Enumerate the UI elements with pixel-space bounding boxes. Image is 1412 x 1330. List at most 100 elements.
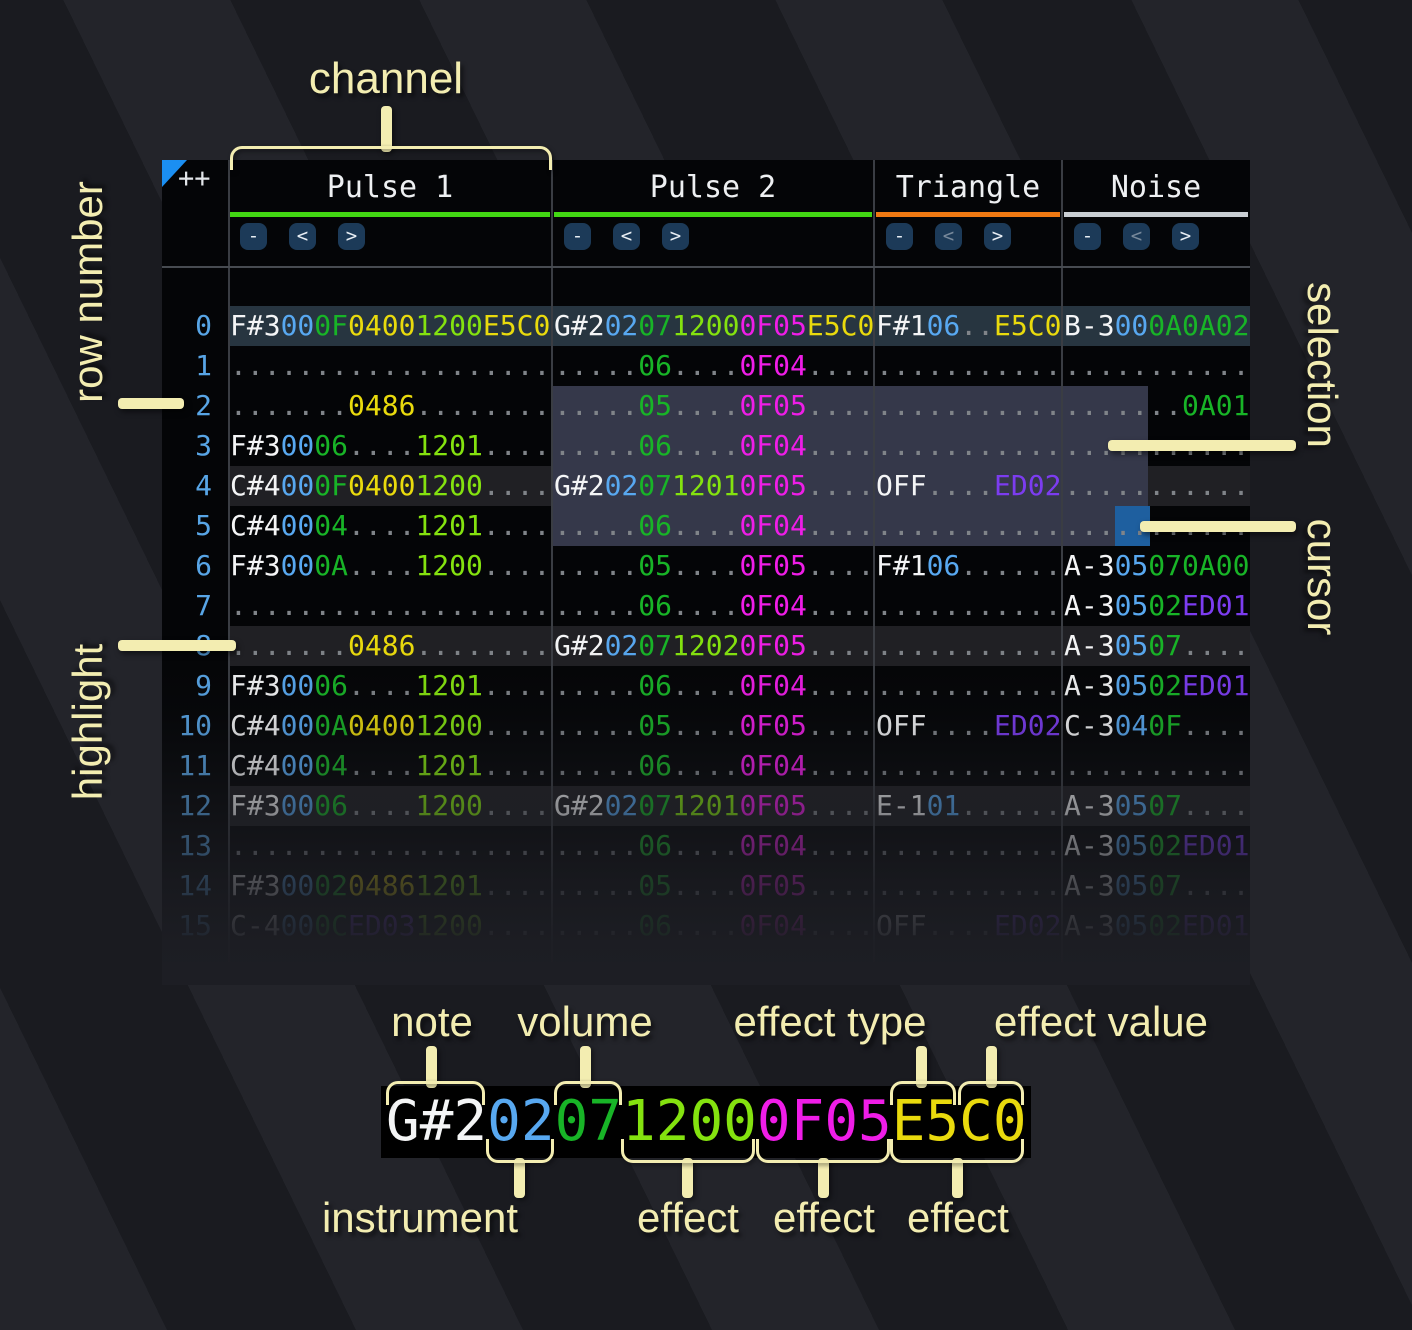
channel-header-noise[interactable]: Noise bbox=[1110, 170, 1202, 205]
row-number: 14 bbox=[178, 869, 212, 902]
pattern-cell-pulse2[interactable]: G#2020712020F05.... bbox=[554, 629, 875, 662]
channel-mute-button[interactable]: - bbox=[886, 223, 913, 250]
pattern-cell-noise[interactable]: A-30507.... bbox=[1064, 869, 1250, 902]
pattern-cell-pulse2[interactable]: .....06....0F04.... bbox=[554, 429, 875, 462]
tracker-panel: ++ Pulse 1- < > Pulse 2- < > Triangle - < > Noise -… bbox=[162, 160, 1250, 962]
pattern-cell-noise[interactable]: ........... bbox=[1064, 469, 1250, 502]
pattern-cell-pulse2[interactable]: G#2020712000F05E5C0 bbox=[554, 309, 875, 342]
pattern-cell-pulse1[interactable]: F#30006....1201.... bbox=[230, 429, 551, 462]
corner-marker-icon bbox=[162, 160, 187, 187]
effect-bracket bbox=[890, 1139, 1024, 1163]
effect-label: effect bbox=[773, 1194, 875, 1241]
pattern-cell-pulse2[interactable]: .....06....0F04.... bbox=[554, 669, 875, 702]
channel-header-pulse1[interactable]: Pulse 1 bbox=[326, 170, 454, 205]
pattern-cell-triangle[interactable]: ........... bbox=[876, 389, 1062, 422]
channel-expand-button[interactable]: > bbox=[984, 223, 1011, 250]
channel-expand-button[interactable]: > bbox=[662, 223, 689, 250]
channel-shrink-button[interactable]: < bbox=[289, 223, 316, 250]
pattern-cell-pulse2[interactable]: .....05....0F05.... bbox=[554, 389, 875, 422]
pattern-cell-pulse2[interactable]: .....05....0F05.... bbox=[554, 709, 875, 742]
pattern-cell-pulse2[interactable]: .....05....0F05.... bbox=[554, 869, 875, 902]
instrument-bracket bbox=[486, 1139, 554, 1163]
pattern-cell-pulse1[interactable]: F#30006....1201.... bbox=[230, 669, 551, 702]
pattern-cell-noise[interactable]: A-30502ED01 bbox=[1064, 909, 1250, 942]
pattern-cell-pulse2[interactable]: .....06....0F04.... bbox=[554, 829, 875, 862]
pattern-cell-noise[interactable]: A-305070A00 bbox=[1064, 549, 1250, 582]
pattern-cell-noise[interactable]: A-30507.... bbox=[1064, 629, 1250, 662]
pattern-cell-pulse1[interactable]: .......0486........ bbox=[230, 629, 551, 662]
row-number-callout-line bbox=[118, 398, 184, 409]
pattern-cell-triangle[interactable]: OFF....ED02 bbox=[876, 469, 1062, 502]
pattern-cell-pulse1[interactable]: C#40004....1201.... bbox=[230, 509, 551, 542]
channel-callout-label: channel bbox=[308, 54, 464, 103]
pattern-cell-noise[interactable]: .......0A01 bbox=[1064, 389, 1250, 422]
pattern-cell-pulse2[interactable]: .....06....0F04.... bbox=[554, 509, 875, 542]
pattern-cell-pulse1[interactable]: F#3000A....1200.... bbox=[230, 549, 551, 582]
note-bracket bbox=[386, 1081, 485, 1105]
channel-shrink-button[interactable]: < bbox=[613, 223, 640, 250]
pattern-cell-pulse2[interactable]: G#2020712010F05.... bbox=[554, 789, 875, 822]
pattern-cell-pulse1[interactable]: C#4000F04001200.... bbox=[230, 469, 551, 502]
pattern-cell-noise[interactable]: A-30502ED01 bbox=[1064, 829, 1250, 862]
channel-underline bbox=[230, 212, 550, 217]
pattern-cell-triangle[interactable]: E-101...... bbox=[876, 789, 1062, 822]
row-number: 2 bbox=[195, 389, 212, 422]
pattern-cell-noise[interactable]: ........... bbox=[1064, 749, 1250, 782]
channel-expand-button[interactable]: > bbox=[1172, 223, 1199, 250]
effect-stem bbox=[682, 1158, 693, 1198]
channel-expand-button[interactable]: > bbox=[338, 223, 365, 250]
pattern-cell-noise[interactable]: A-30507.... bbox=[1064, 789, 1250, 822]
effect-type-label: effect type bbox=[733, 998, 927, 1045]
channel-shrink-button[interactable]: < bbox=[935, 223, 962, 250]
add-rows-button[interactable]: ++ bbox=[178, 163, 211, 194]
channel-mute-button[interactable]: - bbox=[1074, 223, 1101, 250]
pattern-row: 5 C#40004....1201.... .....06....0F04.....… bbox=[162, 506, 1250, 546]
pattern-cell-pulse2[interactable]: .....06....0F04.... bbox=[554, 909, 875, 942]
pattern-cell-pulse1[interactable]: C#40004....1201.... bbox=[230, 749, 551, 782]
channel-mute-button[interactable]: - bbox=[564, 223, 591, 250]
pattern-cell-pulse1[interactable]: C-4000CED031200.... bbox=[230, 909, 551, 942]
pattern-cell-triangle[interactable]: ........... bbox=[876, 349, 1062, 382]
pattern-cell-pulse1[interactable]: F#3000F04001200E5C0 bbox=[230, 309, 551, 342]
pattern-cell-pulse1[interactable]: ................... bbox=[230, 829, 551, 862]
channel-header-pulse2[interactable]: Pulse 2 bbox=[649, 170, 777, 205]
pattern-cell-triangle[interactable]: OFF....ED02 bbox=[876, 709, 1062, 742]
pattern-cell-noise[interactable]: C-3040F.... bbox=[1064, 709, 1250, 742]
pattern-cell-triangle[interactable]: ........... bbox=[876, 509, 1062, 542]
pattern-cell-noise[interactable]: ........... bbox=[1064, 349, 1250, 382]
effect-stem bbox=[818, 1158, 829, 1198]
pattern-cell-noise[interactable]: A-30502ED01 bbox=[1064, 589, 1250, 622]
pattern-cell-triangle[interactable]: ........... bbox=[876, 749, 1062, 782]
pattern-cell-triangle[interactable]: ........... bbox=[876, 869, 1062, 902]
pattern-cell-pulse1[interactable]: F#30006....1200.... bbox=[230, 789, 551, 822]
pattern-cell-triangle[interactable]: F#106..E5C0 bbox=[876, 309, 1062, 342]
row-number: 15 bbox=[178, 909, 212, 942]
pattern-cell-triangle[interactable]: ........... bbox=[876, 629, 1062, 662]
pattern-cell-pulse1[interactable]: F#3000204861201.... bbox=[230, 869, 551, 902]
pattern-cell-pulse1[interactable]: ................... bbox=[230, 589, 551, 622]
pattern-cell-pulse1[interactable]: ................... bbox=[230, 349, 551, 382]
pattern-row: 7................... .....06....0F04.....… bbox=[162, 586, 1250, 626]
channel-mute-button[interactable]: - bbox=[240, 223, 267, 250]
pattern-row: 11 C#40004....1201.... .....06....0F04....… bbox=[162, 746, 1250, 786]
pattern-cell-pulse2[interactable]: .....06....0F04.... bbox=[554, 349, 875, 382]
pattern-cell-pulse2[interactable]: .....06....0F04.... bbox=[554, 589, 875, 622]
row-number: 12 bbox=[178, 789, 212, 822]
pattern-cell-pulse2[interactable]: .....06....0F04.... bbox=[554, 749, 875, 782]
pattern-cell-triangle[interactable]: ........... bbox=[876, 669, 1062, 702]
pattern-cell-triangle[interactable]: ........... bbox=[876, 429, 1062, 462]
pattern-cell-pulse1[interactable]: C#4000A04001200.... bbox=[230, 709, 551, 742]
pattern-cell-triangle[interactable]: ........... bbox=[876, 829, 1062, 862]
pattern-cell-triangle[interactable]: F#106...... bbox=[876, 549, 1062, 582]
pattern-cell-pulse1[interactable]: .......0486........ bbox=[230, 389, 551, 422]
volume-bracket bbox=[554, 1081, 622, 1105]
channel-header-triangle[interactable]: Triangle bbox=[895, 170, 1041, 205]
column-divider bbox=[1061, 160, 1063, 962]
pattern-cell-pulse2[interactable]: G#2020712010F05.... bbox=[554, 469, 875, 502]
pattern-cell-triangle[interactable]: OFF....ED02 bbox=[876, 909, 1062, 942]
pattern-cell-noise[interactable]: A-30502ED01 bbox=[1064, 669, 1250, 702]
channel-shrink-button[interactable]: < bbox=[1123, 223, 1150, 250]
pattern-cell-noise[interactable]: B-3000A0A02 bbox=[1064, 309, 1250, 342]
pattern-cell-pulse2[interactable]: .....05....0F05.... bbox=[554, 549, 875, 582]
pattern-cell-triangle[interactable]: ........... bbox=[876, 589, 1062, 622]
